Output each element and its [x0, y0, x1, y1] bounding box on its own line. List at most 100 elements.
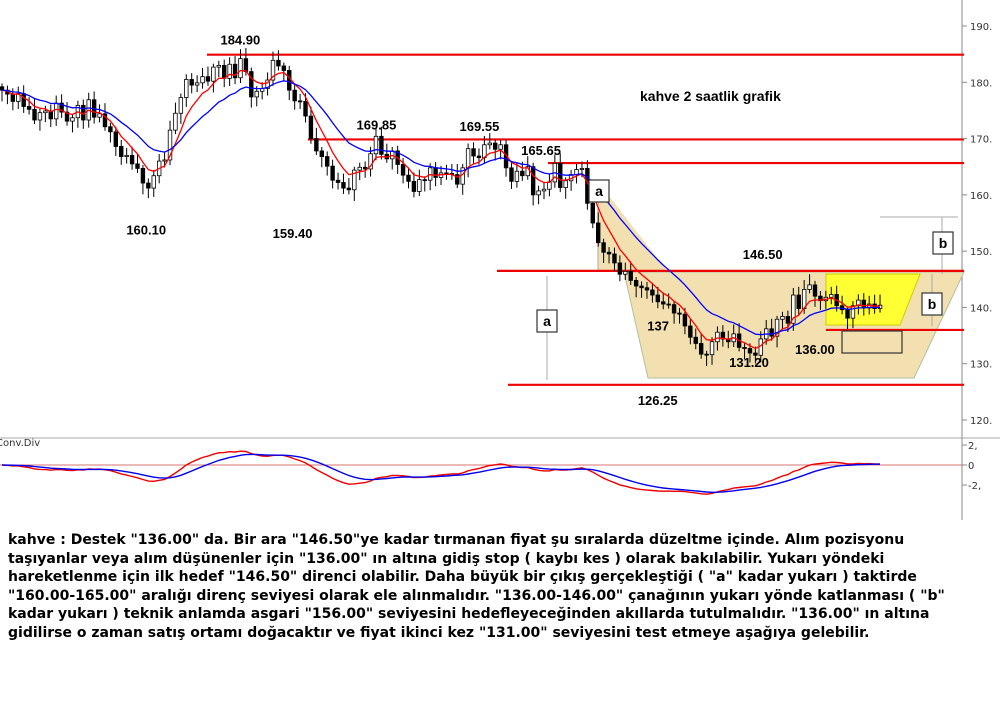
- y-tick-label: 140.: [970, 303, 992, 314]
- osc-tick-label: 2,: [968, 441, 978, 452]
- coffee-chart: 190. 180. 170. 160. 150. 140. 130. 120. 184.90 1…: [0, 0, 1000, 520]
- candle: [623, 262, 628, 281]
- candle: [276, 50, 281, 71]
- candle: [346, 178, 352, 195]
- candle: [200, 67, 205, 89]
- svg-text:b: b: [939, 235, 948, 251]
- candle: [633, 277, 639, 298]
- candle: [747, 343, 753, 363]
- candle: [173, 102, 178, 135]
- candle: [688, 318, 693, 345]
- oscillator-name: Conv.Div: [0, 438, 40, 449]
- oscillator-signal-line: [1, 453, 880, 494]
- candle: [265, 72, 270, 96]
- candle: [314, 127, 319, 155]
- price-label: 137: [647, 318, 669, 333]
- candle: [140, 165, 146, 195]
- candle: [216, 60, 221, 78]
- measure-box-a: a: [536, 309, 558, 333]
- support-label-box: [841, 330, 903, 354]
- candle: [661, 292, 666, 310]
- candle: [639, 281, 644, 298]
- candle: [135, 153, 140, 173]
- candle: [742, 343, 747, 360]
- y-tick-label: 150.: [970, 247, 992, 258]
- svg-text:b: b: [928, 296, 937, 312]
- candle: [146, 178, 151, 199]
- candle: [796, 286, 801, 315]
- candle: [341, 173, 346, 194]
- candle: [211, 63, 216, 93]
- candle: [108, 122, 113, 143]
- candle: [709, 337, 715, 365]
- candle: [324, 151, 330, 176]
- candle: [417, 169, 422, 197]
- price-label: 169.55: [460, 119, 500, 134]
- candle: [677, 307, 682, 324]
- y-tick-label: 120.: [970, 416, 992, 427]
- candle: [308, 106, 314, 144]
- candle: [455, 163, 460, 189]
- candle: [59, 94, 64, 118]
- price-label: 131.20: [729, 355, 769, 370]
- candle: [558, 153, 563, 193]
- candle: [379, 126, 384, 160]
- osc-tick-label: 0: [968, 461, 974, 472]
- candle: [124, 147, 129, 164]
- candle: [113, 126, 119, 156]
- candle: [406, 167, 411, 189]
- price-label: 165.65: [521, 143, 561, 158]
- candle: [0, 83, 5, 102]
- candle: [655, 286, 661, 309]
- candle: [530, 162, 536, 206]
- candle: [514, 162, 520, 188]
- price-label: 146.50: [743, 247, 783, 262]
- candle: [362, 161, 368, 178]
- candle: [129, 146, 135, 170]
- candle: [254, 86, 259, 107]
- moving-average-slow: [1, 80, 881, 336]
- measure-box-a: a: [588, 179, 610, 203]
- candle: [617, 255, 623, 282]
- candle: [32, 98, 37, 124]
- candle: [167, 120, 173, 166]
- candle: [119, 140, 124, 165]
- candle: [698, 333, 704, 359]
- candle: [487, 133, 492, 150]
- price-label: 126.25: [638, 393, 678, 408]
- price-label: 159.40: [273, 226, 313, 241]
- candle: [37, 108, 43, 131]
- candle: [471, 142, 476, 165]
- candle: [48, 104, 53, 128]
- candle: [151, 169, 156, 197]
- moving-average-fast: [1, 69, 881, 350]
- candle: [352, 166, 357, 202]
- candle: [671, 300, 677, 324]
- price-label: 160.10: [126, 222, 166, 237]
- candle: [644, 281, 650, 299]
- candle: [536, 185, 541, 205]
- candle: [541, 182, 547, 200]
- candle: [509, 160, 514, 189]
- price-label: 169.85: [357, 117, 397, 132]
- candle: [812, 280, 818, 307]
- svg-text:a: a: [595, 183, 603, 199]
- candle: [785, 310, 791, 333]
- candle: [205, 66, 211, 86]
- candle: [270, 51, 276, 86]
- candle: [422, 176, 427, 192]
- candle: [297, 93, 303, 110]
- candle: [682, 307, 688, 335]
- commentary-text: kahve : Destek "136.00" da. Bir ara "146…: [8, 532, 945, 641]
- y-tick-label: 130.: [970, 360, 992, 371]
- candle: [780, 311, 785, 330]
- candle: [693, 328, 698, 350]
- candle: [493, 139, 498, 161]
- candle: [606, 247, 612, 264]
- candle: [411, 172, 417, 198]
- candle: [335, 172, 341, 190]
- candle: [753, 346, 758, 364]
- candle: [807, 274, 812, 294]
- candle: [238, 49, 243, 83]
- candle: [227, 57, 232, 86]
